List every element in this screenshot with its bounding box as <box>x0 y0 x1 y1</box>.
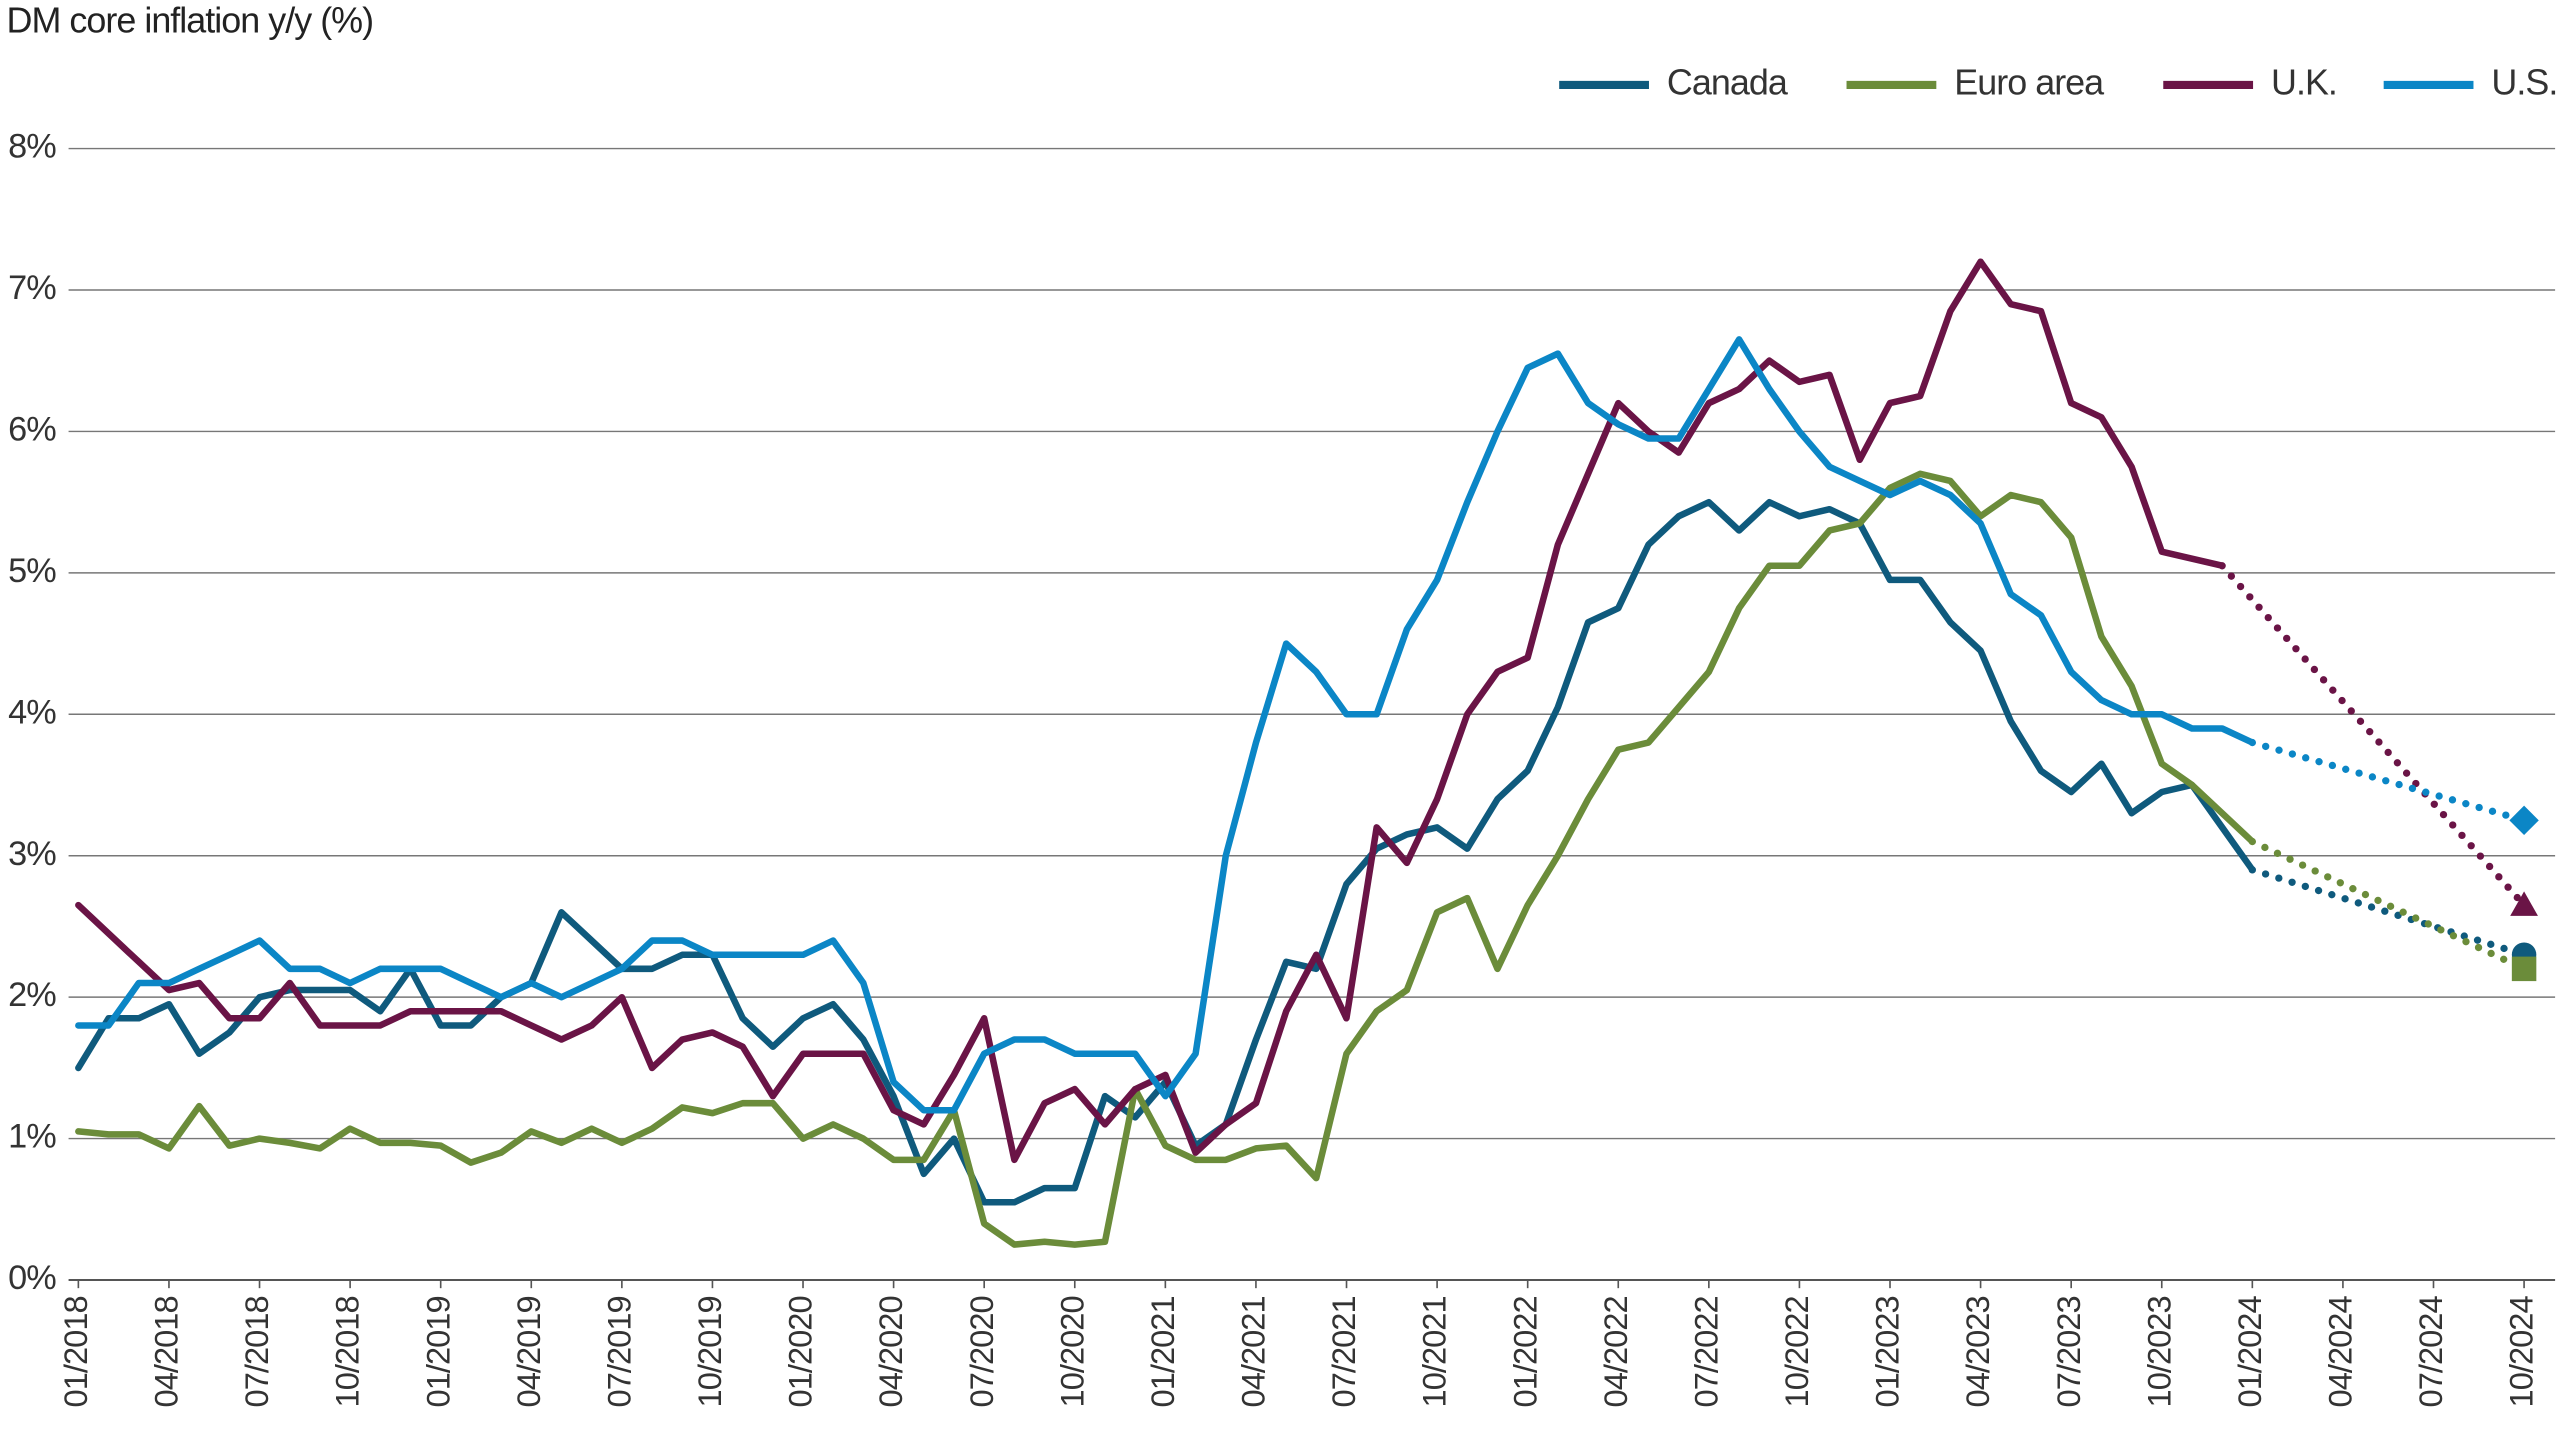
y-tick-label: 2% <box>8 976 56 1014</box>
series-line <box>75 336 2256 1114</box>
x-tick-label: 04/2021 <box>1235 1296 1272 1407</box>
x-tick-label: 04/2024 <box>2322 1296 2359 1408</box>
x-tick-label: 01/2021 <box>1144 1296 1181 1407</box>
forecast-line <box>2248 837 2528 973</box>
forecast-marker <box>2511 956 2537 982</box>
series-line <box>75 470 2256 1248</box>
x-tick-label: 10/2022 <box>1778 1296 1815 1407</box>
x-tick-label: 10/2023 <box>2140 1296 2177 1407</box>
legend-label: U.K. <box>2271 61 2337 102</box>
forecast-line <box>2248 738 2528 825</box>
x-tick-label: 10/2019 <box>691 1296 728 1407</box>
forecast-marker <box>2509 805 2539 836</box>
y-tick-label: 7% <box>8 269 56 307</box>
y-tick-label: 3% <box>8 835 56 873</box>
x-tick-label: 07/2023 <box>2050 1296 2087 1407</box>
x-tick-label: 01/2018 <box>57 1296 94 1407</box>
x-tick-label: 01/2019 <box>419 1296 456 1407</box>
legend-label: Canada <box>1667 61 1788 102</box>
x-tick-label: 01/2020 <box>782 1296 819 1407</box>
x-tick-label: 04/2023 <box>1959 1296 1996 1407</box>
x-tick-label: 10/2024 <box>2503 1296 2540 1408</box>
x-tick-label: 07/2024 <box>2412 1296 2449 1408</box>
y-tick-label: 1% <box>8 1118 56 1156</box>
x-tick-label: 10/2018 <box>329 1296 366 1407</box>
legend-label: U.S. <box>2491 61 2557 102</box>
y-tick-label: 4% <box>8 693 56 731</box>
forecast-line <box>2218 562 2528 909</box>
y-tick-label: 6% <box>8 410 56 448</box>
x-tick-label: 04/2020 <box>872 1296 909 1407</box>
legend-label: Euro area <box>1954 61 2104 102</box>
x-tick-label: 10/2020 <box>1053 1296 1090 1407</box>
x-tick-label: 04/2018 <box>148 1296 185 1407</box>
y-tick-label: 8% <box>8 128 56 166</box>
x-tick-label: 10/2021 <box>1416 1296 1453 1407</box>
x-tick-label: 07/2020 <box>963 1296 1000 1407</box>
forecast-line <box>2248 866 2528 959</box>
x-tick-label: 07/2021 <box>1325 1296 1362 1407</box>
forecast-marker <box>2510 891 2538 916</box>
x-tick-label: 07/2022 <box>1687 1296 1724 1407</box>
x-tick-label: 01/2023 <box>1869 1296 1906 1407</box>
x-tick-label: 04/2022 <box>1597 1296 1634 1407</box>
series-line <box>75 258 2226 1164</box>
x-tick-label: 01/2024 <box>2231 1296 2268 1408</box>
x-tick-label: 07/2018 <box>238 1296 275 1407</box>
x-tick-label: 01/2022 <box>1506 1296 1543 1407</box>
chart-title: DM core inflation y/y (%) <box>7 0 374 40</box>
y-tick-label: 0% <box>8 1259 56 1297</box>
y-tick-label: 5% <box>8 552 56 590</box>
x-tick-label: 07/2019 <box>600 1296 637 1407</box>
x-tick-label: 04/2019 <box>510 1296 547 1407</box>
